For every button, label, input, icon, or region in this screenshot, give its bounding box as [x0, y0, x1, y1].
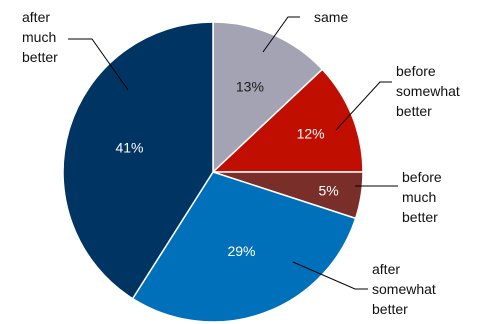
leader-line	[68, 38, 129, 91]
pie-slice-after-somewhat-better	[131, 171, 357, 323]
leader-line	[262, 16, 300, 53]
slice-value-label: 29%	[227, 243, 255, 259]
category-label: before somewhat better	[396, 63, 460, 119]
leader-line	[292, 261, 368, 290]
category-label: after somewhat better	[372, 261, 436, 317]
pie-slice-same	[212, 21, 324, 174]
slice-value-label: 41%	[115, 140, 143, 156]
category-label: before much better	[402, 169, 442, 225]
category-label: same	[314, 9, 348, 25]
slice-value-label: 12%	[297, 125, 325, 141]
slice-value-label: 5%	[318, 182, 338, 198]
category-label: after much better	[22, 9, 58, 65]
slice-value-label: 13%	[236, 79, 264, 95]
leader-line	[335, 81, 392, 131]
pie-slice-before-somewhat-better	[211, 68, 364, 173]
pie-slice-after-much-better	[62, 21, 214, 300]
